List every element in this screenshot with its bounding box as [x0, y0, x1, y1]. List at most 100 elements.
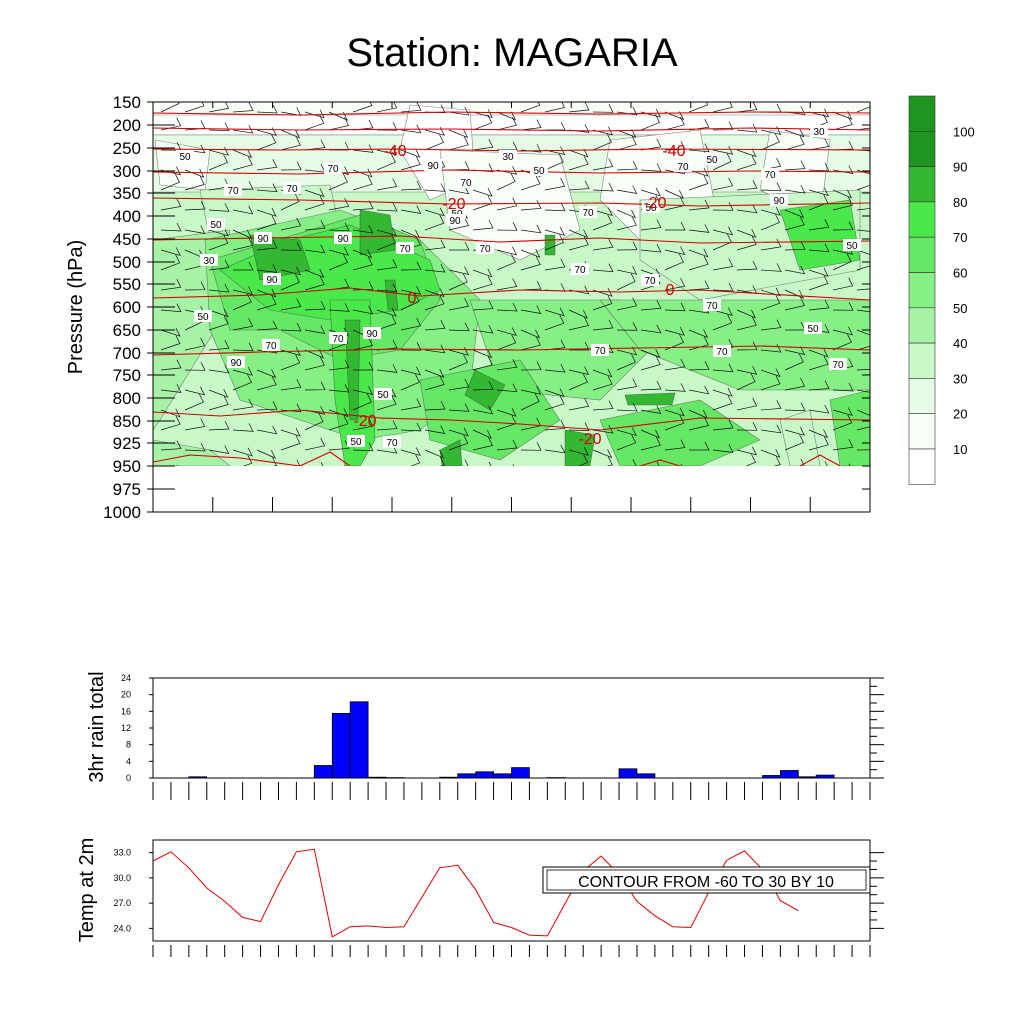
pressure-tick-label: 150 — [113, 93, 141, 112]
rain-bar — [494, 774, 512, 778]
cross-section-panel: 50 70 90 30 50 70 90 70 50 70 90 30 50 70 90 70 50 70 50 70… — [65, 93, 975, 522]
humidity-contour-label: 70 — [265, 341, 277, 352]
humidity-contour-label: 70 — [764, 170, 776, 181]
rain-bar — [637, 774, 655, 778]
colorbar-label: 80 — [953, 195, 967, 210]
rain-bar — [476, 772, 494, 778]
colorbar-box — [909, 273, 935, 308]
humidity-contour-label: 30 — [813, 127, 825, 138]
temperature-tick-label: 33.0 — [113, 848, 131, 858]
humidity-contour-label: 30 — [203, 256, 215, 267]
humidity-contour-label: 70 — [286, 184, 298, 195]
colorbar-box — [909, 308, 935, 343]
colorbar-label: 30 — [953, 371, 967, 386]
humidity-contour-label: 70 — [706, 301, 718, 312]
rain-tick-label: 16 — [121, 706, 131, 716]
pressure-tick-label: 925 — [113, 434, 141, 453]
colorbar-box — [909, 378, 935, 413]
humidity-contour-label: 70 — [582, 208, 594, 219]
humidity-contour-label: 90 — [230, 358, 242, 369]
pressure-tick-label: 500 — [113, 253, 141, 272]
rain-bar — [780, 771, 798, 779]
humidity-contour-label: 70 — [332, 334, 344, 345]
pressure-tick-label: 200 — [113, 116, 141, 135]
pressure-tick-label: 550 — [113, 275, 141, 294]
pressure-tick-label: 800 — [113, 389, 141, 408]
colorbar-box — [909, 237, 935, 272]
temperature-panel: 33.0 30.0 27.0 24.0 CONTOUR FROM -60 TO 30 … — [76, 838, 884, 957]
humidity-contour-label: 70 — [716, 347, 728, 358]
pressure-tick-label: 300 — [113, 162, 141, 181]
humidity-contour-label: 90 — [257, 234, 269, 245]
humidity-contour-label: 90 — [366, 329, 378, 340]
colorbar-label: 40 — [953, 336, 967, 351]
rain-bars — [189, 702, 834, 778]
pressure-tick-label: 750 — [113, 366, 141, 385]
rain-bar — [619, 769, 637, 778]
humidity-contour-label: 50 — [706, 155, 718, 166]
humidity-contour-label: 50 — [846, 241, 858, 252]
temperature-contour-label: 0 — [408, 290, 417, 307]
humidity-contour-label: 70 — [479, 244, 491, 255]
humidity-contour-label: 70 — [227, 186, 239, 197]
temperature-tick-label: 30.0 — [113, 873, 131, 883]
rain-tick-label: 4 — [126, 756, 131, 766]
humidity-contour-label: 90 — [449, 216, 461, 227]
pressure-tick-label: 1000 — [103, 503, 141, 522]
colorbar-box — [909, 167, 935, 202]
temperature-contour-label: -40 — [662, 143, 685, 160]
humidity-contour-label: 50 — [210, 220, 222, 231]
rain-bar — [458, 774, 476, 778]
humidity-contour-label: 50 — [197, 312, 209, 323]
humidity-contour-label: 90 — [427, 161, 439, 172]
pressure-tick-label: 350 — [113, 184, 141, 203]
temperature-contour-label: -20 — [643, 195, 666, 212]
colorbar-box — [909, 414, 935, 449]
pressure-axis-label: Pressure (hPa) — [65, 240, 87, 375]
rain-frame — [153, 678, 870, 778]
colorbar-label: 60 — [953, 266, 967, 281]
humidity-contour-label: 50 — [533, 166, 545, 177]
colorbar-label: 20 — [953, 407, 967, 422]
temperature-time-ticks — [153, 945, 870, 957]
rain-tick-label: 0 — [126, 773, 131, 783]
temperature-contour-label: -20 — [353, 413, 376, 430]
humidity-contour-label: 70 — [386, 438, 398, 449]
temperature-tick-label: 24.0 — [113, 923, 131, 933]
temperature-contour-label: -40 — [383, 143, 406, 160]
humidity-contour-label: 70 — [832, 360, 844, 371]
pressure-tick-label: 700 — [113, 344, 141, 363]
pressure-tick-label: 950 — [113, 457, 141, 476]
humidity-contour-label: 70 — [574, 265, 586, 276]
pressure-tick-label: 850 — [113, 412, 141, 431]
temperature-axis-label: Temp at 2m — [76, 838, 98, 942]
humidity-contour-label: 30 — [502, 152, 514, 163]
colorbar-label: 10 — [953, 442, 967, 457]
rain-bar — [512, 768, 530, 778]
pressure-tick-label: 250 — [113, 139, 141, 158]
rain-tick-label: 8 — [126, 740, 131, 750]
pressure-tick-label: 600 — [113, 298, 141, 317]
humidity-contour-label: 90 — [266, 275, 278, 286]
humidity-contour-label: 50 — [350, 437, 362, 448]
rain-tick-label: 24 — [121, 673, 131, 683]
humidity-region-90 — [360, 210, 395, 255]
info-box-text: CONTOUR FROM -60 TO 30 BY 10 — [578, 874, 834, 891]
colorbar-label: 70 — [953, 230, 967, 245]
pressure-tick-label: 975 — [113, 480, 141, 499]
humidity-contour-label: 70 — [399, 244, 411, 255]
colorbar-box — [909, 343, 935, 378]
colorbar-label: 100 — [953, 124, 975, 139]
temperature-tick-label: 27.0 — [113, 898, 131, 908]
humidity-region-90 — [625, 393, 675, 405]
pressure-tick-label: 400 — [113, 207, 141, 226]
rain-bar — [332, 713, 350, 778]
humidity-region-90 — [545, 235, 555, 255]
rain-tick-label: 12 — [121, 723, 131, 733]
humidity-contour-label: 70 — [327, 164, 339, 175]
